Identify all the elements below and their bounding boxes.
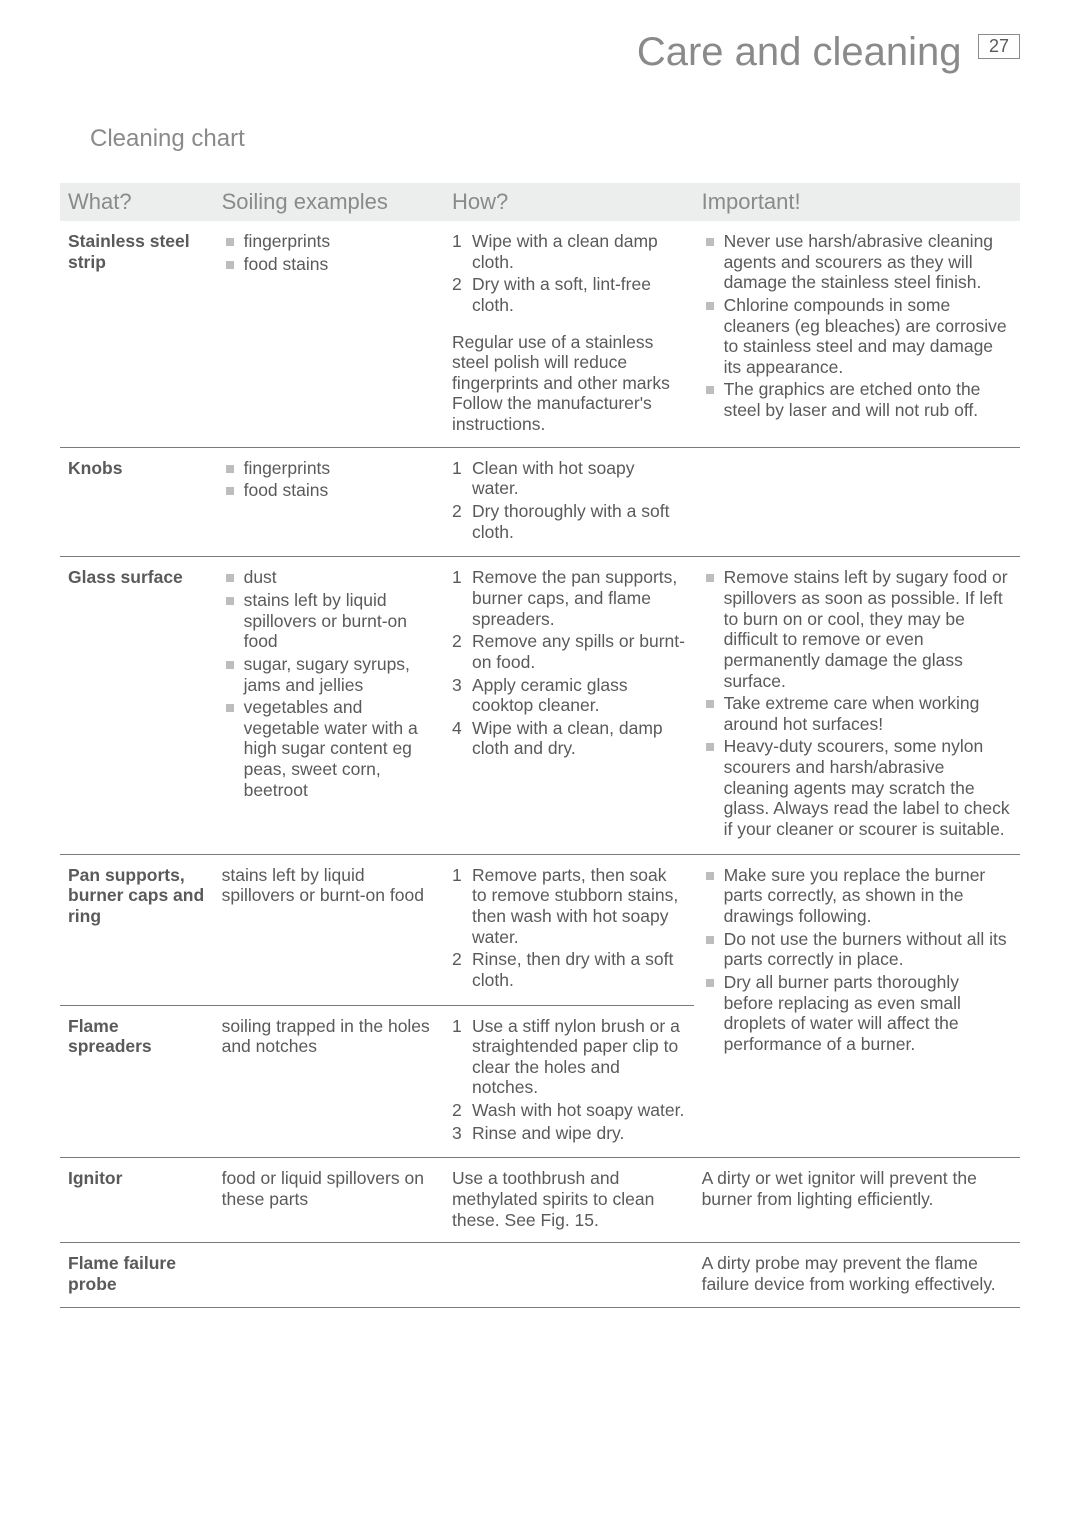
- list-item: stains left by liquid spillovers or burn…: [222, 590, 436, 652]
- how-cell: [444, 1243, 694, 1307]
- soiling-cell: food or liquid spillovers on these parts: [214, 1158, 444, 1243]
- soiling-cell: fingerprints food stains: [214, 221, 444, 447]
- col-header-what: What?: [60, 183, 214, 221]
- cleaning-chart-table: What? Soiling examples How? Important! S…: [60, 183, 1020, 1308]
- list-item: sugar, sugary syrups, jams and jellies: [222, 654, 436, 695]
- list-item: Wash with hot soapy water.: [452, 1100, 686, 1121]
- list-item: Remove stains left by sugary food or spi…: [702, 567, 1012, 691]
- how-cell: Clean with hot soapy water. Dry thorough…: [444, 447, 694, 557]
- table-row: Flame failure probe A dirty probe may pr…: [60, 1243, 1020, 1307]
- list-item: vegetables and vegetable water with a hi…: [222, 697, 436, 800]
- soiling-cell: fingerprints food stains: [214, 447, 444, 557]
- table-row: Knobs fingerprints food stains Clean wit…: [60, 447, 1020, 557]
- how-note: Regular use of a stainless steel polish …: [452, 332, 686, 435]
- what-cell: Flame failure probe: [60, 1243, 214, 1307]
- list-item: Do not use the burners without all its p…: [702, 929, 1012, 970]
- soiling-cell: dust stains left by liquid spillovers or…: [214, 557, 444, 854]
- list-item: Apply ceramic glass cooktop cleaner.: [452, 675, 686, 716]
- table-header-row: What? Soiling examples How? Important!: [60, 183, 1020, 221]
- page-number-badge: 27: [978, 34, 1020, 59]
- important-cell: A dirty or wet ignitor will prevent the …: [694, 1158, 1020, 1243]
- table-row: Glass surface dust stains left by liquid…: [60, 557, 1020, 854]
- list-item: fingerprints: [222, 458, 436, 479]
- list-item: Take extreme care when working around ho…: [702, 693, 1012, 734]
- list-item: Clean with hot soapy water.: [452, 458, 686, 499]
- col-header-important: Important!: [694, 183, 1020, 221]
- list-item: Rinse, then dry with a soft cloth.: [452, 949, 686, 990]
- list-item: Dry thoroughly with a soft cloth.: [452, 501, 686, 542]
- page-header: Care and cleaning 27: [60, 30, 1020, 75]
- list-item: Remove the pan supports, burner caps, an…: [452, 567, 686, 629]
- important-cell: Remove stains left by sugary food or spi…: [694, 557, 1020, 854]
- list-item: Never use harsh/abrasive cleaning agents…: [702, 231, 1012, 293]
- important-cell: A dirty probe may prevent the flame fail…: [694, 1243, 1020, 1307]
- table-row: Ignitor food or liquid spillovers on the…: [60, 1158, 1020, 1243]
- list-item: Rinse and wipe dry.: [452, 1123, 686, 1144]
- how-cell: Remove the pan supports, burner caps, an…: [444, 557, 694, 854]
- list-item: Make sure you replace the burner parts c…: [702, 865, 1012, 927]
- list-item: food stains: [222, 254, 436, 275]
- list-item: Dry with a soft, lint-free cloth.: [452, 274, 686, 315]
- list-item: fingerprints: [222, 231, 436, 252]
- list-item: Use a stiff nylon brush or a straightend…: [452, 1016, 686, 1099]
- list-item: Wipe with a clean damp cloth.: [452, 231, 686, 272]
- list-item: food stains: [222, 480, 436, 501]
- what-cell: Ignitor: [60, 1158, 214, 1243]
- list-item: Remove parts, then soak to remove stubbo…: [452, 865, 686, 948]
- how-cell: Use a toothbrush and methylated spirits …: [444, 1158, 694, 1243]
- table-row: Pan supports, burner caps and ring stain…: [60, 854, 1020, 1005]
- list-item: Wipe with a clean, damp cloth and dry.: [452, 718, 686, 759]
- soiling-cell: [214, 1243, 444, 1307]
- important-cell: [694, 447, 1020, 557]
- what-cell: Knobs: [60, 447, 214, 557]
- list-item: Remove any spills or burnt-on food.: [452, 631, 686, 672]
- col-header-how: How?: [444, 183, 694, 221]
- list-item: Chlorine compounds in some cleaners (eg …: [702, 295, 1012, 378]
- page-title: Care and cleaning: [637, 30, 962, 75]
- table-row: Stainless steel strip fingerprints food …: [60, 221, 1020, 447]
- how-cell: Wipe with a clean damp cloth. Dry with a…: [444, 221, 694, 447]
- section-subheading: Cleaning chart: [90, 125, 1020, 153]
- soiling-cell: soiling trapped in the holes and notches: [214, 1005, 444, 1158]
- important-cell: Make sure you replace the burner parts c…: [694, 854, 1020, 1158]
- soiling-cell: stains left by liquid spillovers or burn…: [214, 854, 444, 1005]
- what-cell: Pan supports, burner caps and ring: [60, 854, 214, 1005]
- how-cell: Remove parts, then soak to remove stubbo…: [444, 854, 694, 1005]
- important-cell: Never use harsh/abrasive cleaning agents…: [694, 221, 1020, 447]
- list-item: Heavy-duty scourers, some nylon scourers…: [702, 736, 1012, 839]
- list-item: The graphics are etched onto the steel b…: [702, 379, 1012, 420]
- list-item: Dry all burner parts thoroughly before r…: [702, 972, 1012, 1055]
- what-cell: Glass surface: [60, 557, 214, 854]
- list-item: dust: [222, 567, 436, 588]
- how-cell: Use a stiff nylon brush or a straightend…: [444, 1005, 694, 1158]
- what-cell: Stainless steel strip: [60, 221, 214, 447]
- col-header-soiling: Soiling examples: [214, 183, 444, 221]
- what-cell: Flame spreaders: [60, 1005, 214, 1158]
